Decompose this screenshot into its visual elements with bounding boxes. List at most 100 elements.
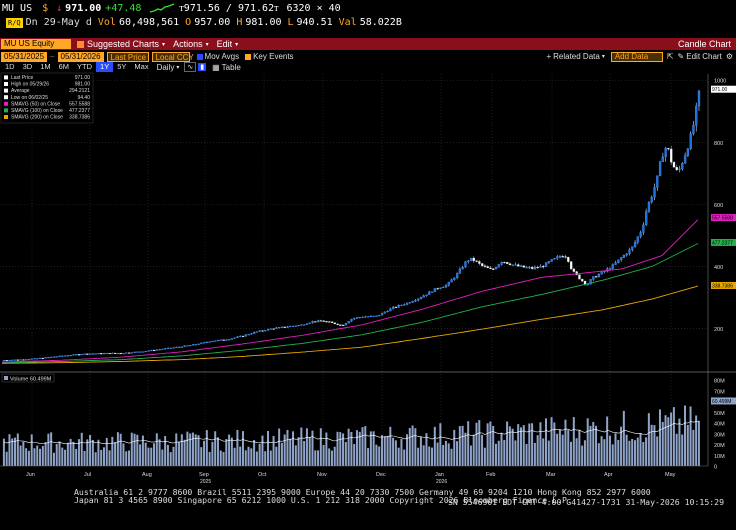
candle-body xyxy=(239,335,242,337)
add-data-field[interactable]: Add Data xyxy=(610,51,663,62)
table-button[interactable]: ▦ Table xyxy=(212,63,241,72)
key-events-toggle[interactable]: Key Events xyxy=(245,52,294,61)
volume-bar xyxy=(94,452,97,466)
candle-body xyxy=(111,352,114,354)
candle-body xyxy=(697,90,701,107)
mov-avgs-label: Mov Avgs xyxy=(204,52,240,61)
line-type-icon[interactable]: ∿ xyxy=(184,62,197,72)
period-button-3d[interactable]: 3D xyxy=(22,62,33,71)
open-label: O xyxy=(185,17,192,28)
volume-bar xyxy=(595,425,598,466)
candle-body xyxy=(77,354,81,356)
cursor-icon[interactable]: ⇱ xyxy=(666,52,674,61)
candle-body xyxy=(467,260,470,262)
volume-bar xyxy=(75,448,78,466)
volume-bar xyxy=(444,440,447,466)
suggested-charts-menu[interactable]: Suggested Charts ▾ xyxy=(77,39,165,49)
candle-body xyxy=(469,257,473,261)
candle-body xyxy=(353,318,356,320)
security-field[interactable]: MU US Equity xyxy=(1,39,71,49)
related-data-menu[interactable]: + Related Data ▾ xyxy=(546,52,604,61)
end-date-field[interactable]: 05/31/2026 xyxy=(57,51,104,62)
candle-body xyxy=(216,339,220,342)
volume-bar xyxy=(247,446,250,466)
freq-select[interactable]: Daily ▾ xyxy=(157,63,180,72)
candle-body xyxy=(139,351,142,353)
volume-bar xyxy=(244,450,247,466)
candle-body xyxy=(280,326,284,328)
edit-menu[interactable]: Edit ▾ xyxy=(217,39,239,49)
period-button-5y[interactable]: 5Y xyxy=(117,62,127,71)
volume-bar xyxy=(461,425,464,466)
period-buttons: 1D 3D 1M 6M YTD 1Y 5Y Max xyxy=(1,62,153,72)
volume-bar xyxy=(108,450,111,466)
volume-bar xyxy=(628,440,631,466)
candle-body xyxy=(522,265,526,268)
currency: $ xyxy=(42,2,49,14)
val-value: 58.022B xyxy=(359,17,402,28)
candle-body xyxy=(497,264,500,268)
volume-bar xyxy=(550,417,553,466)
candle-body xyxy=(130,352,134,354)
candle-body xyxy=(69,355,72,357)
period-button-max[interactable]: Max xyxy=(134,62,149,71)
volume-bar xyxy=(670,412,673,466)
legend-swatch xyxy=(4,108,8,113)
mov-avgs-toggle[interactable]: Mov Avgs xyxy=(196,52,240,61)
candle-body xyxy=(177,346,181,348)
volume-bar xyxy=(353,444,356,466)
period-button-1d[interactable]: 1D xyxy=(5,62,15,71)
candle-body xyxy=(166,347,170,349)
ticker[interactable]: MU US xyxy=(2,2,33,14)
volume-bar xyxy=(581,445,584,466)
chevron-down-icon: ▾ xyxy=(205,41,209,48)
volume-bar xyxy=(494,443,497,466)
volume-bar xyxy=(50,432,53,466)
ohlc-line: R/Q Dn 29-May d Vol 60,498,561 O 957.00 … xyxy=(0,16,736,29)
period-button-6m[interactable]: 6M xyxy=(58,62,70,71)
candle-body xyxy=(389,308,392,312)
candle-body xyxy=(586,284,589,286)
volume-bar xyxy=(414,428,417,466)
candle-body xyxy=(678,168,681,171)
legend-value: 971.00 xyxy=(75,75,91,81)
volume-bar xyxy=(141,435,144,466)
volume-bar xyxy=(400,438,403,466)
candle-body xyxy=(428,291,431,295)
period-button-1y[interactable]: 1Y xyxy=(96,62,114,72)
candle-body xyxy=(172,347,175,349)
candle-body xyxy=(658,161,662,176)
candle-body xyxy=(661,156,665,162)
edit-chart-button[interactable]: ✎ Edit Chart xyxy=(678,52,722,61)
price-field-select[interactable]: Last Price xyxy=(106,51,149,62)
down-arrow-icon: ↓ xyxy=(56,2,63,14)
volume-bar xyxy=(89,435,92,466)
candle-body xyxy=(289,325,292,328)
candle-chart[interactable]: 200 400 600 800 1000 Jun Jul Aug Sep Oct Nov Dec Jan… xyxy=(0,72,736,484)
candle-type-icon[interactable]: ▮ xyxy=(198,63,207,71)
candle-body xyxy=(544,262,548,267)
volume-bar xyxy=(216,437,219,466)
volume-bar xyxy=(189,433,192,466)
period-button-1m[interactable]: 1M xyxy=(40,62,51,71)
currency-select[interactable]: Local CCY xyxy=(151,51,194,62)
settings-icon[interactable]: ⚙ xyxy=(725,52,733,61)
candle-body xyxy=(214,340,217,342)
candle-body xyxy=(72,354,75,356)
start-date-field[interactable]: 05/31/2025 xyxy=(1,51,48,62)
volume-bar xyxy=(27,450,30,466)
candle-body xyxy=(303,324,306,326)
candle-body xyxy=(13,359,17,361)
candle-body xyxy=(689,133,692,150)
volume-tick-label: 0 xyxy=(714,465,717,471)
volume-value: 60,498,561 xyxy=(118,17,180,28)
legend-value: 338.7386 xyxy=(69,115,90,121)
actions-menu[interactable]: Actions ▾ xyxy=(173,39,209,49)
low-value: 940.51 xyxy=(296,17,333,28)
volume-bar xyxy=(158,439,161,466)
volume-bar xyxy=(389,426,392,466)
year-label: 2026 xyxy=(436,479,447,484)
volume-bar xyxy=(517,424,520,466)
candle-body xyxy=(186,345,189,347)
period-button-ytd[interactable]: YTD xyxy=(77,62,93,71)
